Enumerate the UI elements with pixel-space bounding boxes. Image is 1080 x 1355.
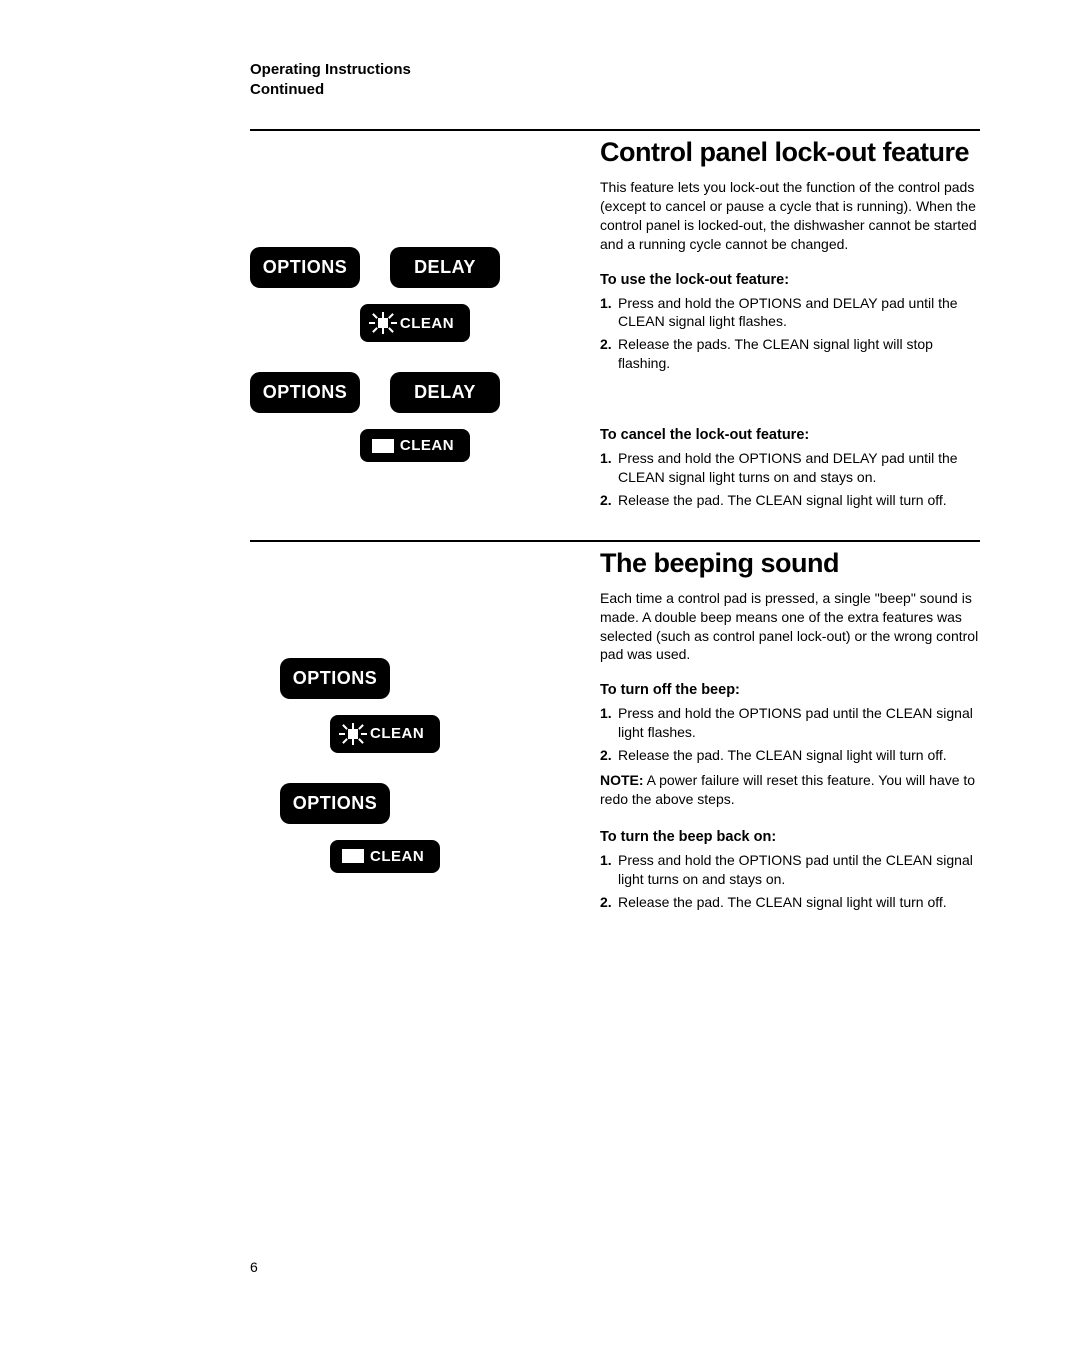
clean-label: CLEAN	[400, 437, 454, 454]
page-header: Operating Instructions Continued	[250, 60, 980, 99]
step-item: 2.Release the pad. The CLEAN signal ligh…	[600, 491, 980, 510]
diagram-lockout-use: OPTIONS DELAY CLEAN	[250, 247, 580, 342]
step-item: 2.Release the pad. The CLEAN signal ligh…	[600, 893, 980, 912]
lockout-cancel-steps: 1.Press and hold the OPTIONS and DELAY p…	[600, 449, 980, 510]
header-line2: Continued	[250, 80, 980, 100]
lockout-diagrams: OPTIONS DELAY CLEAN	[250, 137, 580, 530]
step-item: 2.Release the pads. The CLEAN signal lig…	[600, 335, 980, 373]
beep-intro: Each time a control pad is pressed, a si…	[600, 589, 980, 665]
lockout-text: Control panel lock-out feature This feat…	[580, 137, 980, 530]
beep-title: The beeping sound	[600, 548, 980, 579]
section-lockout: OPTIONS DELAY CLEAN	[250, 129, 980, 530]
flash-icon	[372, 312, 394, 334]
delay-button: DELAY	[390, 247, 500, 288]
beep-note: NOTE: A power failure will reset this fe…	[600, 771, 980, 809]
options-button: OPTIONS	[280, 658, 390, 699]
beep-on-heading: To turn the beep back on:	[600, 829, 980, 845]
beep-off-steps: 1.Press and hold the OPTIONS pad until t…	[600, 704, 980, 765]
clean-indicator-solid: CLEAN	[330, 840, 440, 873]
clean-indicator-flashing: CLEAN	[360, 304, 470, 342]
beep-text: The beeping sound Each time a control pa…	[580, 548, 980, 932]
clean-label: CLEAN	[370, 848, 424, 865]
diagram-lockout-cancel: OPTIONS DELAY CLEAN	[250, 372, 580, 462]
beep-diagrams: OPTIONS CLEAN	[250, 548, 580, 932]
beep-off-heading: To turn off the beep:	[600, 682, 980, 698]
step-item: 2.Release the pad. The CLEAN signal ligh…	[600, 746, 980, 765]
lockout-intro: This feature lets you lock-out the funct…	[600, 178, 980, 254]
step-item: 1.Press and hold the OPTIONS and DELAY p…	[600, 449, 980, 487]
lockout-title: Control panel lock-out feature	[600, 137, 980, 168]
clean-indicator-solid: CLEAN	[360, 429, 470, 462]
options-button: OPTIONS	[280, 783, 390, 824]
delay-button: DELAY	[390, 372, 500, 413]
section-beep: OPTIONS CLEAN	[250, 540, 980, 932]
lockout-cancel-heading: To cancel the lock-out feature:	[600, 427, 980, 443]
step-item: 1.Press and hold the OPTIONS pad until t…	[600, 704, 980, 742]
clean-label: CLEAN	[400, 315, 454, 332]
flash-icon	[342, 723, 364, 745]
options-button: OPTIONS	[250, 372, 360, 413]
lockout-use-steps: 1.Press and hold the OPTIONS and DELAY p…	[600, 294, 980, 374]
beep-on-steps: 1.Press and hold the OPTIONS pad until t…	[600, 851, 980, 912]
lockout-use-heading: To use the lock-out feature:	[600, 272, 980, 288]
options-button: OPTIONS	[250, 247, 360, 288]
diagram-beep-on: OPTIONS CLEAN	[280, 783, 580, 873]
clean-label: CLEAN	[370, 725, 424, 742]
header-line1: Operating Instructions	[250, 60, 980, 80]
solid-light-icon	[342, 849, 364, 863]
clean-indicator-flashing: CLEAN	[330, 715, 440, 753]
solid-light-icon	[372, 439, 394, 453]
step-item: 1.Press and hold the OPTIONS pad until t…	[600, 851, 980, 889]
step-item: 1.Press and hold the OPTIONS and DELAY p…	[600, 294, 980, 332]
page-number: 6	[250, 1259, 258, 1275]
diagram-beep-off: OPTIONS CLEAN	[280, 658, 580, 753]
